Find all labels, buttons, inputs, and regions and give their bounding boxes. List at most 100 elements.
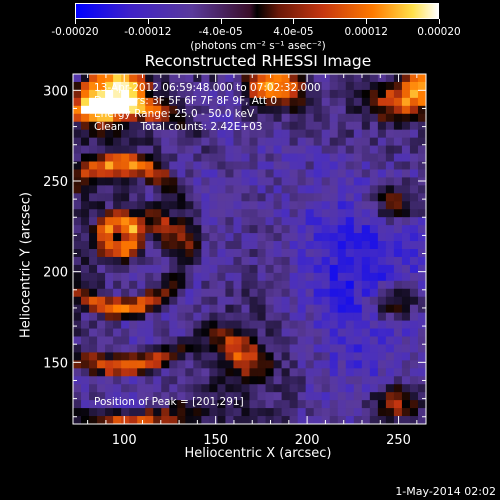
heatmap-cell	[409, 312, 419, 322]
heatmap-cell	[137, 312, 146, 322]
heatmap-cell	[177, 352, 186, 361]
heatmap-cell	[153, 193, 162, 202]
heatmap-cell	[185, 209, 194, 218]
heatmap-cell	[369, 360, 379, 369]
heatmap-cell	[345, 288, 355, 298]
heatmap-cell	[289, 233, 299, 242]
heatmap-cell	[81, 217, 90, 226]
heatmap-cell	[249, 288, 259, 298]
heatmap-cell	[401, 209, 411, 218]
heatmap-cell	[289, 129, 299, 139]
heatmap-cell	[289, 320, 299, 330]
heatmap-cell	[417, 272, 427, 282]
heatmap-cell	[297, 416, 307, 425]
heatmap-cell	[241, 97, 250, 107]
heatmap-cell	[345, 304, 355, 314]
heatmap-cell	[201, 376, 210, 385]
heatmap-cell	[337, 233, 347, 242]
heatmap-cell	[73, 121, 82, 131]
heatmap-cell	[345, 280, 355, 290]
heatmap-cell	[281, 368, 291, 377]
heatmap-cell	[297, 177, 307, 186]
heatmap-cell	[265, 408, 275, 417]
heatmap-cell	[177, 233, 186, 242]
heatmap-cell	[401, 416, 411, 425]
heatmap-cell	[81, 288, 90, 298]
heatmap-cell	[97, 280, 106, 290]
heatmap-cell	[249, 121, 259, 131]
heatmap-cell	[145, 169, 154, 178]
heatmap-cell	[329, 296, 339, 306]
heatmap-cell	[321, 249, 331, 258]
heatmap-cell	[73, 272, 82, 282]
heatmap-cell	[377, 304, 387, 314]
heatmap-cell	[321, 161, 331, 170]
heatmap-cell	[137, 121, 146, 131]
heatmap-cell	[393, 249, 403, 258]
heatmap-cell	[321, 352, 331, 361]
heatmap-cell	[185, 280, 194, 290]
heatmap-cell	[201, 145, 210, 155]
heatmap-cell	[145, 328, 154, 337]
heatmap-cell	[105, 201, 114, 210]
heatmap-cell	[369, 145, 379, 155]
heatmap-cell	[113, 368, 122, 377]
heatmap-cell	[233, 225, 242, 234]
heatmap-cell	[265, 113, 275, 123]
heatmap-cell	[113, 74, 122, 83]
heatmap-cell	[409, 241, 419, 250]
heatmap-cell	[369, 352, 379, 361]
heatmap-cell	[369, 217, 379, 226]
heatmap-cell	[385, 177, 395, 186]
heatmap-cell	[353, 177, 363, 186]
heatmap-cell	[329, 400, 339, 409]
heatmap-cell	[225, 209, 234, 218]
heatmap-cell	[105, 217, 114, 226]
y-tick-label: 200	[43, 266, 68, 281]
heatmap-cell	[249, 392, 259, 401]
heatmap-cell	[105, 89, 114, 99]
colorbar-tick-label: 4.0e-05	[273, 26, 314, 38]
heatmap-cell	[393, 256, 403, 266]
heatmap-cell	[137, 89, 146, 99]
heatmap-cell	[265, 161, 275, 170]
heatmap-cell	[113, 97, 122, 107]
heatmap-cell	[145, 256, 154, 266]
heatmap-cell	[81, 312, 90, 322]
heatmap-cell	[241, 74, 250, 83]
heatmap-cell	[225, 137, 234, 147]
heatmap-cell	[241, 304, 250, 314]
heatmap-cell	[225, 400, 234, 409]
heatmap-cell	[257, 312, 267, 322]
heatmap-cell	[409, 153, 419, 162]
heatmap-cell	[81, 153, 90, 162]
heatmap-cell	[313, 272, 323, 282]
heatmap-cell	[201, 408, 210, 417]
heatmap-cell	[169, 272, 178, 282]
heatmap-cell	[281, 137, 291, 147]
heatmap-cell	[137, 129, 146, 139]
heatmap-cell	[313, 249, 323, 258]
colorbar-tick	[220, 19, 222, 24]
heatmap-cell	[185, 169, 194, 178]
heatmap-cell	[153, 256, 162, 266]
heatmap-cell	[289, 217, 299, 226]
heatmap-cell	[345, 384, 355, 393]
heatmap-cell	[121, 249, 130, 258]
heatmap-cell	[329, 256, 339, 266]
heatmap-cell	[337, 217, 347, 226]
heatmap-cell	[201, 161, 210, 170]
heatmap-cell	[185, 304, 194, 314]
heatmap-cell	[161, 336, 170, 345]
heatmap-cell	[377, 280, 387, 290]
heatmap-cell	[265, 368, 275, 377]
heatmap-cell	[377, 177, 387, 186]
heatmap-cell	[201, 344, 210, 353]
heatmap-cell	[177, 217, 186, 226]
heatmap-cell	[281, 225, 291, 234]
heatmap-cell	[113, 344, 122, 353]
heatmap-cell	[105, 145, 114, 155]
heatmap-cell	[377, 169, 387, 178]
heatmap-cell	[401, 217, 411, 226]
colorbar-tick-label: -4.0e-05	[198, 26, 243, 38]
